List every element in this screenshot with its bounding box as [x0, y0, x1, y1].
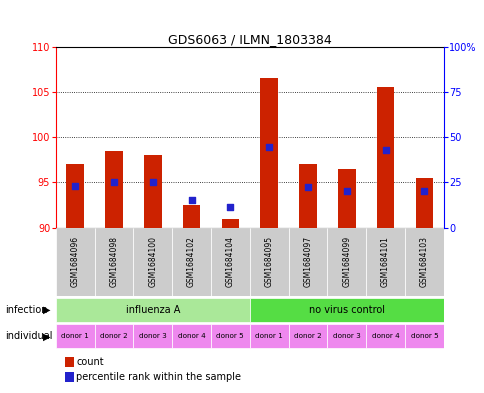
Point	[110, 179, 118, 185]
Text: no virus control: no virus control	[308, 305, 384, 315]
Bar	[249, 298, 443, 322]
Bar	[327, 228, 365, 296]
Text: ▶: ▶	[44, 331, 51, 342]
Point	[265, 144, 272, 150]
Bar	[66, 164, 84, 228]
Text: influenza A: influenza A	[125, 305, 180, 315]
Bar	[327, 324, 365, 349]
Point	[149, 179, 156, 185]
Bar	[105, 151, 122, 228]
Point	[187, 197, 195, 204]
Text: individual: individual	[5, 331, 52, 342]
Text: donor 5: donor 5	[216, 333, 244, 340]
Text: GSM1684101: GSM1684101	[380, 237, 389, 287]
Text: GSM1684100: GSM1684100	[148, 237, 157, 287]
Bar	[249, 228, 288, 296]
Bar	[249, 324, 288, 349]
Bar	[288, 324, 327, 349]
Text: donor 2: donor 2	[293, 333, 321, 340]
Bar	[182, 205, 200, 228]
Bar	[365, 228, 404, 296]
Bar	[404, 324, 443, 349]
Bar	[133, 228, 172, 296]
Bar	[56, 324, 94, 349]
Text: donor 3: donor 3	[332, 333, 360, 340]
Bar	[299, 164, 316, 228]
Bar	[260, 79, 277, 228]
Text: GSM1684098: GSM1684098	[109, 237, 118, 287]
Bar	[211, 324, 249, 349]
Bar	[211, 228, 249, 296]
Text: GSM1684099: GSM1684099	[342, 236, 350, 288]
Text: donor 3: donor 3	[138, 333, 166, 340]
Text: donor 1: donor 1	[61, 333, 89, 340]
Bar	[56, 298, 249, 322]
Bar	[365, 324, 404, 349]
Text: ▶: ▶	[44, 305, 51, 315]
Point	[226, 204, 234, 210]
Text: donor 4: donor 4	[177, 333, 205, 340]
Point	[420, 188, 427, 195]
Text: donor 1: donor 1	[255, 333, 283, 340]
Text: percentile rank within the sample: percentile rank within the sample	[76, 373, 241, 382]
Text: GSM1684096: GSM1684096	[71, 236, 79, 288]
Bar	[221, 219, 239, 228]
Bar	[172, 324, 211, 349]
Point	[71, 183, 79, 189]
Text: donor 4: donor 4	[371, 333, 399, 340]
Bar	[404, 228, 443, 296]
Text: GSM1684103: GSM1684103	[419, 237, 428, 287]
Bar	[56, 228, 94, 296]
Point	[342, 188, 350, 195]
Bar	[376, 87, 393, 228]
Bar	[144, 155, 161, 228]
Bar	[133, 324, 172, 349]
Point	[381, 147, 389, 153]
Point	[303, 184, 311, 190]
Bar	[172, 228, 211, 296]
Bar	[288, 228, 327, 296]
Text: GSM1684097: GSM1684097	[303, 236, 312, 288]
Text: donor 5: donor 5	[409, 333, 438, 340]
Title: GDS6063 / ILMN_1803384: GDS6063 / ILMN_1803384	[167, 33, 331, 46]
Text: GSM1684095: GSM1684095	[264, 236, 273, 288]
Text: GSM1684102: GSM1684102	[187, 237, 196, 287]
Text: infection: infection	[5, 305, 47, 315]
Text: donor 2: donor 2	[100, 333, 128, 340]
Bar	[94, 324, 133, 349]
Text: count: count	[76, 357, 104, 367]
Bar	[415, 178, 432, 228]
Text: GSM1684104: GSM1684104	[226, 237, 234, 287]
Bar	[94, 228, 133, 296]
Bar	[337, 169, 355, 228]
